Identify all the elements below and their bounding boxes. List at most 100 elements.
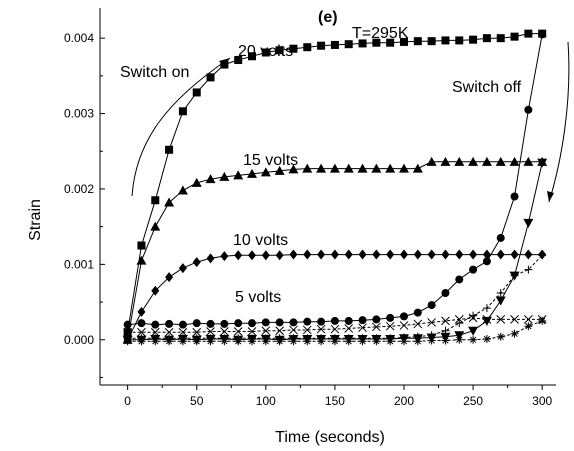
diamond-marker bbox=[206, 253, 215, 264]
star-marker bbox=[303, 337, 312, 346]
star-marker bbox=[538, 316, 547, 325]
square-marker bbox=[261, 48, 270, 57]
x-marker bbox=[358, 323, 367, 333]
switch-on-label: Switch on bbox=[120, 64, 189, 81]
star-marker bbox=[261, 337, 270, 346]
triangle-up-marker bbox=[523, 156, 534, 166]
circle-marker bbox=[524, 105, 533, 114]
x-marker bbox=[413, 319, 423, 329]
star-marker bbox=[427, 336, 436, 345]
triangle-up-marker bbox=[495, 156, 506, 166]
triangle-down-marker bbox=[454, 331, 465, 341]
diamond-marker bbox=[358, 249, 367, 260]
x-tick-label: 0 bbox=[124, 394, 131, 408]
square-marker bbox=[234, 56, 243, 65]
diamond-marker bbox=[427, 249, 436, 260]
x-marker bbox=[123, 327, 132, 337]
diamond-marker bbox=[386, 249, 395, 260]
triangle-up-marker bbox=[288, 164, 299, 174]
triangle-up-marker bbox=[481, 156, 492, 166]
star-marker bbox=[206, 337, 215, 346]
square-marker bbox=[427, 37, 436, 46]
circle-marker bbox=[413, 308, 422, 317]
triangle-up-marker bbox=[468, 156, 479, 166]
x-marker bbox=[427, 318, 436, 327]
x-marker bbox=[468, 313, 478, 323]
square-marker bbox=[317, 41, 326, 50]
switch-on-arrow bbox=[131, 57, 231, 197]
triangle-up-marker bbox=[164, 197, 175, 207]
circle-marker bbox=[386, 313, 395, 322]
x-marker bbox=[399, 321, 409, 330]
plus-marker bbox=[496, 289, 505, 298]
x-marker bbox=[316, 324, 326, 334]
star-marker bbox=[234, 337, 243, 346]
x-marker bbox=[524, 315, 533, 324]
x-marker bbox=[454, 315, 464, 324]
diamond-marker bbox=[275, 250, 284, 261]
triangle-up-marker bbox=[177, 185, 188, 195]
star-marker bbox=[275, 337, 284, 346]
circle-marker bbox=[220, 319, 229, 328]
square-marker bbox=[248, 52, 256, 61]
square-marker bbox=[496, 34, 505, 43]
circle-marker bbox=[261, 318, 270, 327]
x-marker bbox=[372, 322, 381, 332]
square-marker bbox=[358, 39, 367, 48]
star-marker bbox=[248, 337, 256, 346]
star-marker bbox=[137, 337, 146, 346]
star-marker bbox=[344, 337, 353, 346]
x-marker bbox=[233, 327, 243, 336]
plus-marker bbox=[455, 319, 464, 328]
star-marker bbox=[455, 335, 464, 344]
diamond-marker bbox=[413, 249, 422, 260]
circle-marker bbox=[482, 257, 491, 266]
diamond-marker bbox=[261, 250, 270, 261]
star-marker bbox=[482, 335, 491, 344]
square-marker bbox=[344, 40, 353, 49]
x-tick-label: 300 bbox=[532, 394, 552, 408]
plus-marker bbox=[482, 304, 491, 313]
triangle-up-marker bbox=[509, 156, 520, 166]
circle-marker bbox=[317, 317, 326, 326]
x-axis-title: Time (seconds) bbox=[275, 429, 385, 446]
y-tick-label: 0.002 bbox=[64, 182, 94, 196]
triangle-down-marker bbox=[495, 296, 506, 306]
x-tick-label: 150 bbox=[325, 394, 345, 408]
triangle-up-marker bbox=[454, 156, 465, 166]
square-marker bbox=[192, 88, 201, 97]
square-marker bbox=[400, 37, 408, 46]
star-marker bbox=[151, 337, 160, 346]
x-tick-label: 50 bbox=[190, 394, 204, 408]
series-label-20-volts: 20 volts bbox=[238, 43, 293, 60]
square-marker bbox=[469, 35, 478, 44]
x-marker bbox=[496, 315, 506, 324]
triangle-up-marker bbox=[302, 163, 313, 173]
diamond-marker bbox=[469, 249, 478, 260]
diamond-marker bbox=[317, 249, 326, 260]
circle-marker bbox=[455, 275, 464, 284]
square-marker bbox=[151, 196, 160, 205]
square-marker bbox=[330, 40, 339, 49]
circle-marker bbox=[206, 319, 215, 328]
x-marker bbox=[302, 325, 312, 335]
x-marker bbox=[385, 321, 395, 331]
circle-series-line bbox=[127, 34, 543, 326]
x-marker bbox=[482, 315, 492, 324]
star-marker bbox=[220, 337, 229, 346]
circle-marker bbox=[400, 312, 408, 321]
square-marker bbox=[524, 29, 533, 38]
circle-marker bbox=[510, 192, 519, 201]
diamond-marker bbox=[510, 249, 519, 260]
circle-marker bbox=[151, 320, 160, 329]
circle-marker bbox=[178, 320, 187, 329]
circle-marker bbox=[358, 316, 367, 325]
star-marker bbox=[496, 332, 505, 341]
x-tick-label: 250 bbox=[463, 394, 483, 408]
triangle-up-marker bbox=[247, 168, 257, 178]
x-marker bbox=[137, 327, 146, 337]
triangle-up-marker bbox=[412, 163, 423, 173]
circle-marker bbox=[372, 315, 381, 324]
star-marker bbox=[372, 337, 381, 346]
